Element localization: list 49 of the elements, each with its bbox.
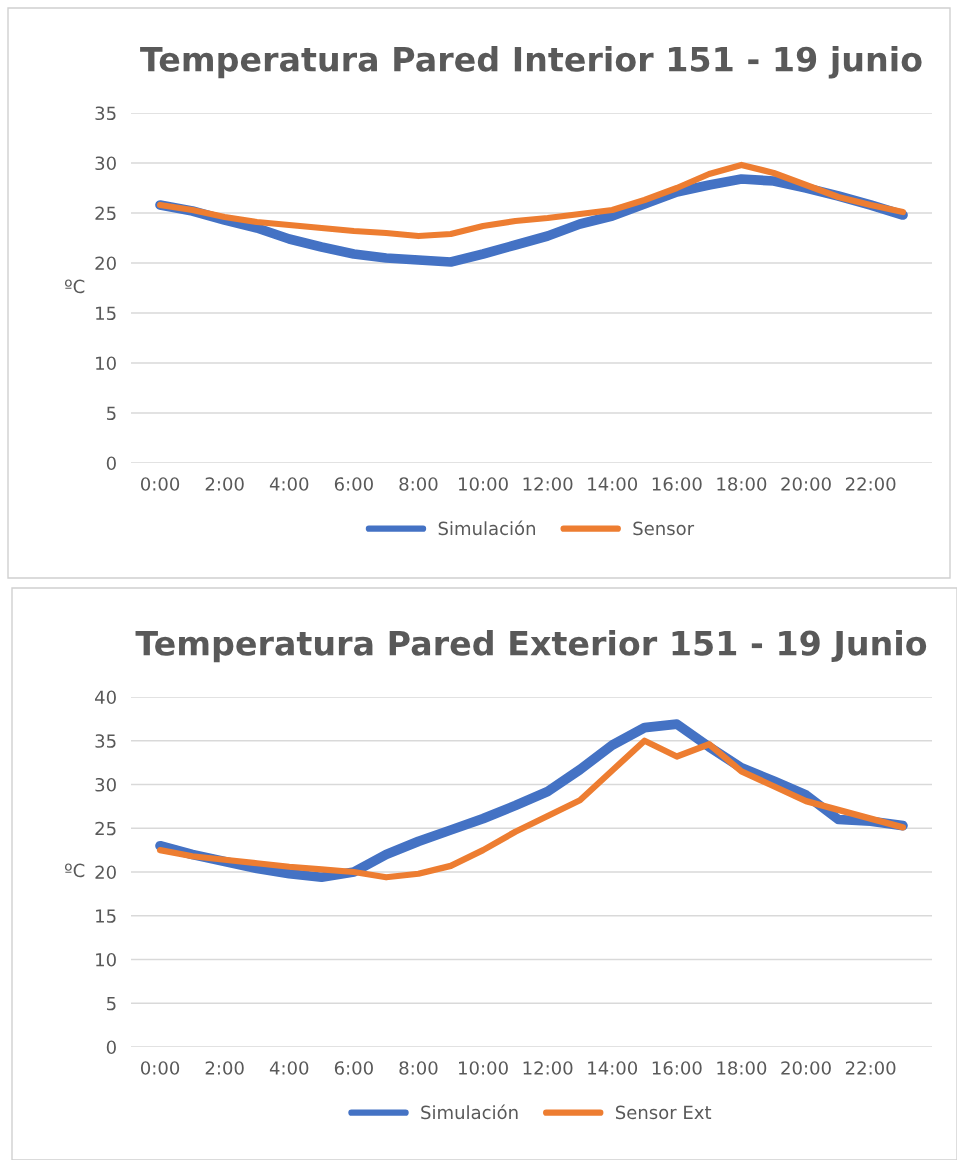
y-tick-label: 30 xyxy=(95,156,116,171)
x-tick-label: 18:00 xyxy=(717,1061,767,1075)
y-tick-label: 25 xyxy=(95,821,116,836)
legend-label: Sensor Ext xyxy=(615,1105,712,1120)
x-tick-label: 20:00 xyxy=(781,1061,831,1075)
x-tick-label: 2:00 xyxy=(205,477,244,491)
x-tick-label: 20:00 xyxy=(781,477,831,491)
x-tick-label: 14:00 xyxy=(588,477,638,491)
x-tick-label: 8:00 xyxy=(399,1061,438,1075)
x-tick-label: 0:00 xyxy=(140,477,180,491)
x-tick-label: 22:00 xyxy=(845,1061,896,1075)
y-tick-label: 0 xyxy=(106,1040,116,1055)
x-tick-label: 16:00 xyxy=(652,477,702,491)
x-tick-label: 4:00 xyxy=(269,477,309,491)
y-tick-label: 35 xyxy=(95,734,116,748)
x-tick-label: 6:00 xyxy=(334,1061,373,1075)
legend-label: Simulación xyxy=(438,520,535,536)
y-tick-label: 5 xyxy=(107,406,116,421)
x-tick-label: 8:00 xyxy=(399,477,438,491)
y-tick-label: 10 xyxy=(96,952,116,967)
y-axis-title: ºC xyxy=(64,279,85,294)
x-tick-label: 2:00 xyxy=(205,1061,244,1075)
legend-label: Simulación xyxy=(421,1104,518,1120)
y-tick-label: 0 xyxy=(106,456,116,471)
x-tick-label: 14:00 xyxy=(588,1061,638,1075)
x-tick-label: 22:00 xyxy=(845,477,896,491)
x-tick-label: 6:00 xyxy=(334,477,373,491)
y-tick-label: 40 xyxy=(95,690,116,705)
x-tick-label: 10:00 xyxy=(459,1061,508,1075)
x-tick-label: 10:00 xyxy=(459,477,508,491)
y-tick-label: 25 xyxy=(95,206,116,221)
y-tick-label: 30 xyxy=(95,777,116,792)
x-tick-label: 18:00 xyxy=(717,477,767,491)
x-tick-label: 0:00 xyxy=(140,1061,180,1075)
y-tick-label: 35 xyxy=(95,106,116,121)
y-tick-label: 20 xyxy=(95,865,116,880)
chart-title: Temperatura Pared Exterior 151 - 19 Junio xyxy=(135,630,927,663)
y-axis-title: ºC xyxy=(64,863,85,878)
x-tick-label: 16:00 xyxy=(652,1061,702,1075)
y-tick-label: 15 xyxy=(96,306,116,321)
y-tick-label: 10 xyxy=(96,356,116,371)
x-tick-label: 12:00 xyxy=(523,477,573,491)
y-tick-label: 20 xyxy=(95,256,116,271)
legend-label: Sensor xyxy=(633,521,695,536)
y-tick-label: 5 xyxy=(107,996,116,1011)
x-tick-label: 4:00 xyxy=(269,1061,309,1075)
x-tick-label: 12:00 xyxy=(523,1061,573,1075)
chart-title: Temperatura Pared Interior 151 - 19 junio xyxy=(140,46,922,79)
y-tick-label: 15 xyxy=(96,909,116,923)
